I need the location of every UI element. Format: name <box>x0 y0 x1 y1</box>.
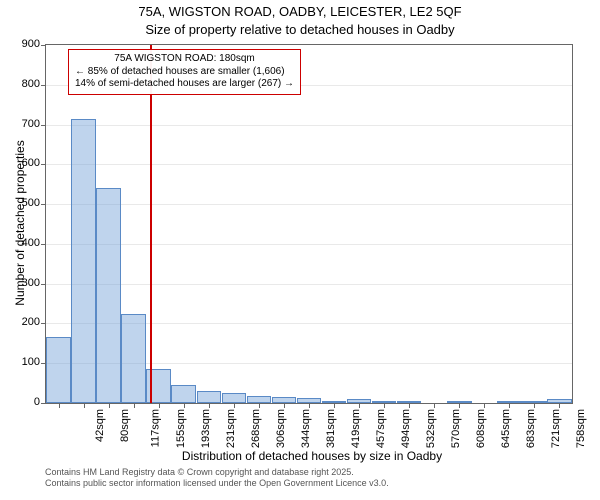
chart-title-line2: Size of property relative to detached ho… <box>0 22 600 37</box>
histogram-bar <box>71 119 96 403</box>
histogram-bar <box>222 393 247 403</box>
x-tick <box>509 403 510 408</box>
x-tick <box>134 403 135 408</box>
x-tick <box>409 403 410 408</box>
y-tick-label: 300 <box>4 277 40 289</box>
y-tick <box>41 85 46 86</box>
y-tick <box>41 323 46 324</box>
x-tick-label: 457sqm <box>375 409 387 448</box>
x-tick-label: 494sqm <box>400 409 412 448</box>
callout-line: ← 85% of detached houses are smaller (1,… <box>75 66 294 79</box>
reference-line <box>150 45 152 403</box>
x-tick <box>434 403 435 408</box>
y-tick <box>41 45 46 46</box>
footer-line2: Contains public sector information licen… <box>45 478 389 489</box>
x-tick-label: 645sqm <box>500 409 512 448</box>
x-tick <box>459 403 460 408</box>
x-tick <box>559 403 560 408</box>
callout-line: 14% of semi-detached houses are larger (… <box>75 78 294 91</box>
x-tick-label: 683sqm <box>525 409 537 448</box>
y-tick <box>41 403 46 404</box>
x-tick <box>184 403 185 408</box>
gridline <box>46 244 572 245</box>
gridline <box>46 284 572 285</box>
histogram-bar <box>171 385 196 403</box>
x-tick-label: 608sqm <box>475 409 487 448</box>
x-tick <box>384 403 385 408</box>
y-tick-label: 100 <box>4 356 40 368</box>
callout-box: 75A WIGSTON ROAD: 180sqm← 85% of detache… <box>68 49 301 95</box>
x-tick-label: 42sqm <box>94 409 106 442</box>
y-tick <box>41 363 46 364</box>
y-tick-label: 500 <box>4 197 40 209</box>
x-tick-label: 758sqm <box>576 409 588 448</box>
x-tick <box>84 403 85 408</box>
x-tick <box>359 403 360 408</box>
gridline <box>46 164 572 165</box>
x-tick-label: 155sqm <box>175 409 187 448</box>
y-tick-label: 0 <box>4 396 40 408</box>
x-tick-label: 306sqm <box>275 409 287 448</box>
gridline <box>46 125 572 126</box>
callout-line: 75A WIGSTON ROAD: 180sqm <box>75 53 294 66</box>
x-tick <box>259 403 260 408</box>
histogram-bar <box>121 314 146 404</box>
x-tick-label: 344sqm <box>300 409 312 448</box>
y-tick <box>41 125 46 126</box>
histogram-bar <box>96 188 121 403</box>
x-tick-label: 419sqm <box>350 409 362 448</box>
y-tick-label: 200 <box>4 316 40 328</box>
x-tick-label: 721sqm <box>551 409 563 448</box>
histogram-bar <box>197 391 222 403</box>
y-axis-label: Number of detached properties <box>13 123 27 323</box>
x-tick-label: 193sqm <box>200 409 212 448</box>
x-tick-label: 117sqm <box>149 409 161 447</box>
y-tick-label: 700 <box>4 118 40 130</box>
y-tick <box>41 284 46 285</box>
y-tick <box>41 164 46 165</box>
x-tick-label: 231sqm <box>225 409 237 448</box>
plot-area: 75A WIGSTON ROAD: 180sqm← 85% of detache… <box>45 44 573 404</box>
x-tick <box>159 403 160 408</box>
x-tick <box>484 403 485 408</box>
x-tick-label: 570sqm <box>450 409 462 448</box>
x-tick <box>534 403 535 408</box>
x-axis-label: Distribution of detached houses by size … <box>12 449 600 463</box>
y-tick-label: 400 <box>4 237 40 249</box>
property-size-chart: 75A, WIGSTON ROAD, OADBY, LEICESTER, LE2… <box>0 0 600 500</box>
x-tick-label: 268sqm <box>250 409 262 448</box>
x-tick-label: 80sqm <box>119 409 131 442</box>
gridline <box>46 204 572 205</box>
y-tick <box>41 244 46 245</box>
y-tick-label: 900 <box>4 38 40 50</box>
footer-note: Contains HM Land Registry data © Crown c… <box>45 467 389 490</box>
histogram-bar <box>46 337 71 403</box>
y-tick <box>41 204 46 205</box>
x-tick <box>284 403 285 408</box>
x-tick-label: 381sqm <box>325 409 337 448</box>
x-tick <box>209 403 210 408</box>
x-tick-label: 532sqm <box>425 409 437 448</box>
chart-title-line1: 75A, WIGSTON ROAD, OADBY, LEICESTER, LE2… <box>0 4 600 19</box>
x-tick <box>59 403 60 408</box>
histogram-bar <box>247 396 272 403</box>
x-tick <box>309 403 310 408</box>
x-tick <box>334 403 335 408</box>
y-tick-label: 800 <box>4 78 40 90</box>
y-tick-label: 600 <box>4 157 40 169</box>
footer-line1: Contains HM Land Registry data © Crown c… <box>45 467 389 478</box>
x-tick <box>234 403 235 408</box>
x-tick <box>109 403 110 408</box>
